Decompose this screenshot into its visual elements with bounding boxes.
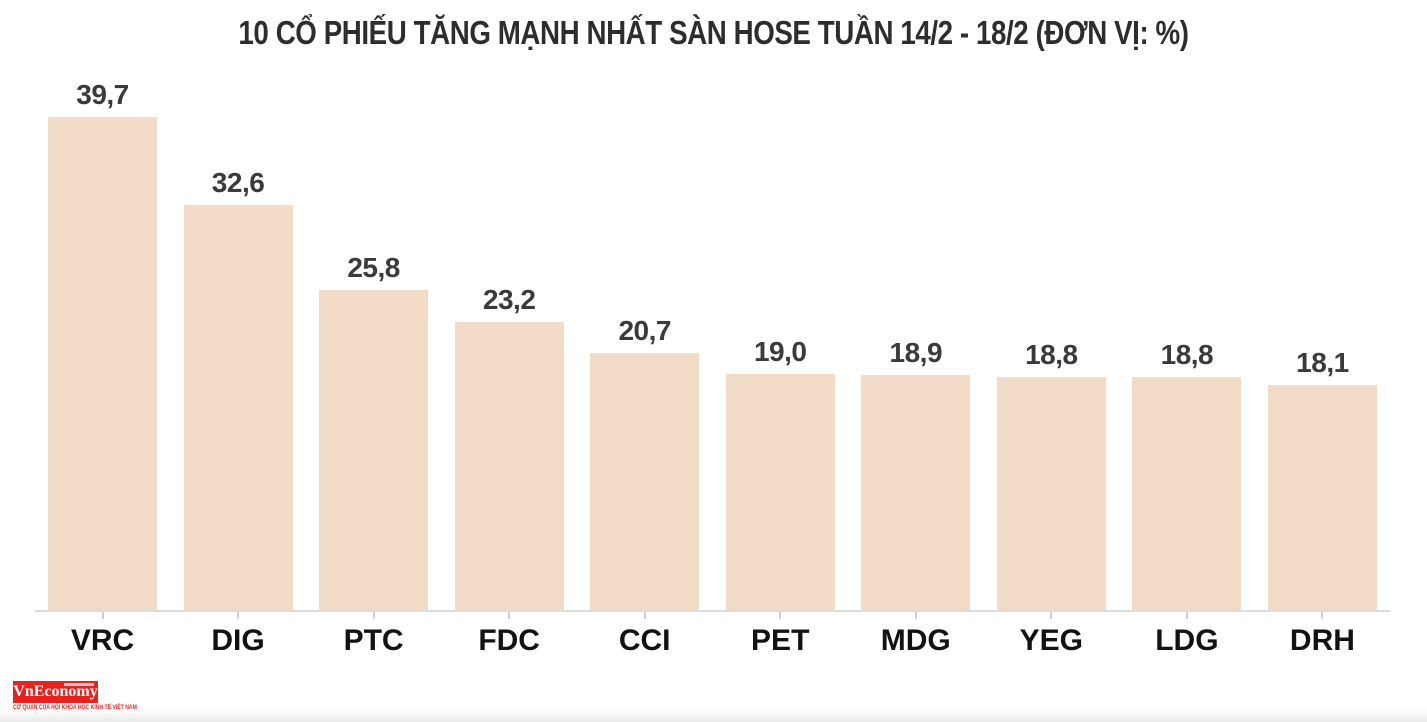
bar-value-label-PTC: 25,8 xyxy=(347,252,400,283)
category-column-VRC: VRC xyxy=(48,612,157,656)
bar-column-PET: 19,0 xyxy=(725,336,835,610)
category-label-DRH: DRH xyxy=(1289,624,1355,657)
logo-wordmark: VnEconomy xyxy=(13,683,98,700)
category-label-VRC: VRC xyxy=(70,624,135,657)
category-column-PET: PET xyxy=(726,612,835,656)
bar-value-label-DIG: 32,6 xyxy=(211,167,265,198)
bar-value-label-DRH: 18,1 xyxy=(1296,347,1349,378)
category-column-YEG: YEG xyxy=(997,612,1106,656)
axis-tick xyxy=(101,612,104,619)
logo-tagline: CƠ QUAN CỦA HỘI KHOA HỌC KINH TẾ VIỆT NA… xyxy=(13,705,137,711)
category-column-CCI: CCI xyxy=(590,612,699,656)
category-label-LDG: LDG xyxy=(1155,624,1219,657)
chart-categories: VRC DIG PTC FDC CCI PET MDG YEG LDG DRH xyxy=(48,612,1377,656)
bar-value-label-FDC: 23,2 xyxy=(482,284,536,315)
category-column-FDC: FDC xyxy=(455,612,564,656)
category-label-DIG: DIG xyxy=(211,624,265,657)
axis-tick xyxy=(779,612,782,619)
bar-column-CCI: 20,7 xyxy=(590,315,700,610)
bar-FDC xyxy=(454,322,564,610)
category-label-PET: PET xyxy=(751,624,810,657)
bar-column-LDG: 18,8 xyxy=(1132,339,1242,610)
bar-PTC xyxy=(319,290,429,610)
bar-column-DIG: 32,6 xyxy=(183,167,293,610)
category-label-CCI: CCI xyxy=(618,624,671,657)
bar-PET xyxy=(725,374,835,610)
bar-value-label-VRC: 39,7 xyxy=(76,79,129,110)
bar-value-label-CCI: 20,7 xyxy=(618,315,671,346)
axis-tick xyxy=(643,612,646,619)
bar-DIG xyxy=(183,205,293,610)
axis-tick xyxy=(914,612,917,619)
category-column-MDG: MDG xyxy=(861,612,970,656)
logo-box: VnEconomy xyxy=(13,681,98,703)
logo-small-text xyxy=(64,683,94,686)
bar-value-label-YEG: 18,8 xyxy=(1025,339,1078,370)
bar-column-YEG: 18,8 xyxy=(996,339,1106,610)
axis-tick xyxy=(508,612,511,619)
category-label-FDC: FDC xyxy=(478,624,540,657)
bar-column-FDC: 23,2 xyxy=(454,284,564,610)
bar-value-label-PET: 19,0 xyxy=(753,336,807,367)
bar-column-DRH: 18,1 xyxy=(1267,347,1377,610)
bar-column-MDG: 18,9 xyxy=(861,337,971,610)
bar-YEG xyxy=(996,377,1106,610)
bar-column-PTC: 25,8 xyxy=(319,252,429,610)
bar-LDG xyxy=(1132,377,1242,610)
bar-VRC xyxy=(48,117,157,610)
page-bottom-fade xyxy=(0,709,1427,722)
category-column-DIG: DIG xyxy=(184,612,293,656)
axis-tick xyxy=(1321,612,1324,619)
chart-title: 10 CỔ PHIẾU TĂNG MẠNH NHẤT SÀN HOSE TUẦN… xyxy=(238,14,1189,51)
bar-column-VRC: 39,7 xyxy=(48,81,157,610)
category-label-PTC: PTC xyxy=(343,624,404,657)
category-column-LDG: LDG xyxy=(1132,612,1241,656)
vneconomy-logo: VnEconomy CƠ QUAN CỦA HỘI KHOA HỌC KINH … xyxy=(13,681,159,711)
bar-DRH xyxy=(1267,385,1377,610)
category-label-MDG: MDG xyxy=(880,624,951,657)
bar-CCI xyxy=(590,353,700,610)
chart-bars: 39,7 32,6 25,8 23,2 20,7 19,0 18,9 18,8 18,8 18,1 xyxy=(48,72,1377,610)
axis-tick xyxy=(372,612,375,619)
category-label-YEG: YEG xyxy=(1019,624,1083,657)
category-column-PTC: PTC xyxy=(319,612,428,656)
axis-tick xyxy=(1050,612,1053,619)
bar-value-label-LDG: 18,8 xyxy=(1160,339,1214,370)
x-axis-line xyxy=(35,610,1390,612)
bar-MDG xyxy=(861,375,971,610)
category-column-DRH: DRH xyxy=(1268,612,1377,656)
axis-tick xyxy=(1185,612,1188,619)
bar-value-label-MDG: 18,9 xyxy=(889,337,943,368)
axis-tick xyxy=(237,612,240,619)
